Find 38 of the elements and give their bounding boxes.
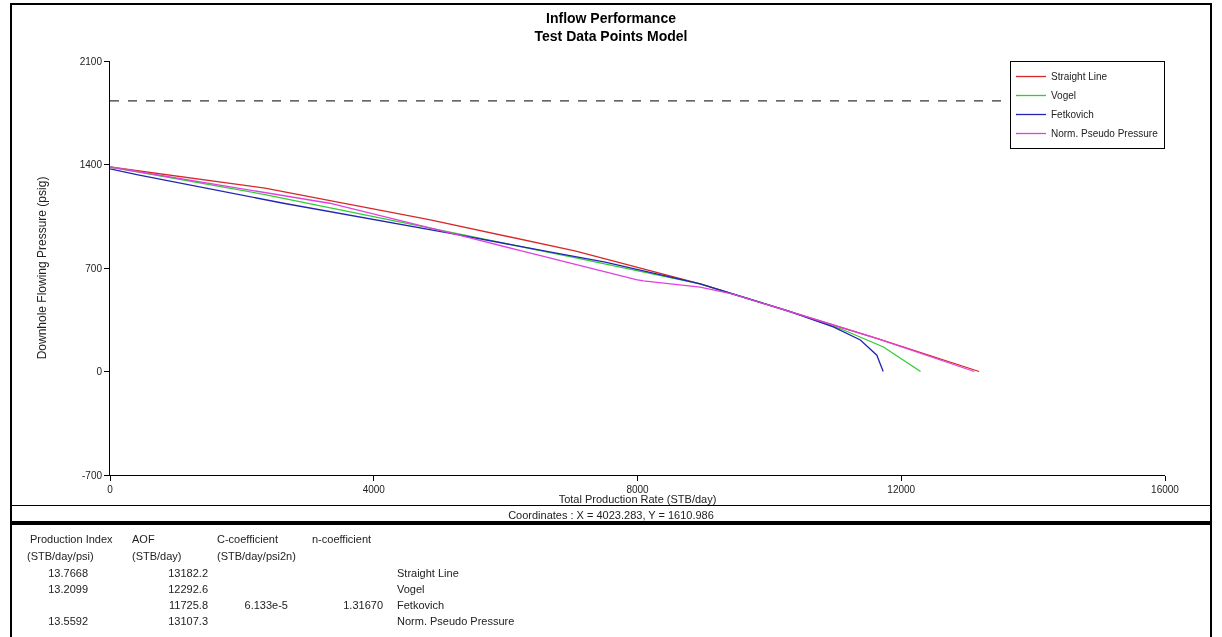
text: Coordinates : X = 4023.283, Y = 1610.986 — [10, 505, 1212, 524]
text: 12292.6 — [168, 583, 208, 595]
legend-label: Norm. Pseudo Pressure — [1051, 128, 1159, 140]
text: AOF — [132, 533, 155, 545]
text: Straight Line — [397, 567, 459, 579]
x-tick-label: 16000 — [1151, 484, 1180, 495]
text: (STB/day/psi2n) — [217, 550, 296, 562]
legend-label: Vogel — [1051, 90, 1077, 102]
y-tick-label: 700 — [85, 262, 103, 274]
y-tick-label: 2100 — [79, 55, 103, 67]
x-tick-label: 0 — [107, 484, 114, 495]
text: 13.5592 — [48, 615, 88, 627]
y-axis-title: Downhole Flowing Pressure (psig) — [35, 176, 50, 360]
text: 11725.8 — [169, 599, 208, 611]
legend-label: Fetkovich — [1051, 109, 1094, 121]
legend-label: Straight Line — [1051, 71, 1108, 83]
text: 13.7668 — [48, 567, 88, 579]
y-tick-label: 1400 — [79, 159, 103, 170]
text: 13107.3 — [168, 615, 208, 627]
text: 13182.2 — [168, 567, 208, 579]
text: C-coefficient — [217, 533, 278, 545]
text: Production Index — [30, 533, 113, 545]
y-tick-label: 0 — [96, 366, 103, 377]
x-tick-label: 4000 — [362, 484, 386, 495]
text: Vogel — [397, 583, 425, 595]
text: Fetkovich — [397, 599, 445, 611]
text: 6.133e-5 — [244, 599, 288, 611]
text: 13.2099 — [48, 583, 88, 595]
text: (STB/day/psi) — [27, 550, 94, 562]
text: 1.31670 — [343, 599, 383, 611]
text: Norm. Pseudo Pressure — [397, 615, 515, 627]
x-tick-label: 12000 — [887, 484, 916, 495]
x-axis-title: Total Production Rate (STB/day) — [558, 493, 717, 505]
x-tick-label: 8000 — [626, 484, 650, 495]
text: n-coefficient — [312, 533, 372, 545]
text: (STB/day) — [132, 550, 182, 562]
y-tick-label: -700 — [81, 469, 103, 481]
chart-title: Inflow Performance Test Data Points Model — [534, 9, 688, 44]
